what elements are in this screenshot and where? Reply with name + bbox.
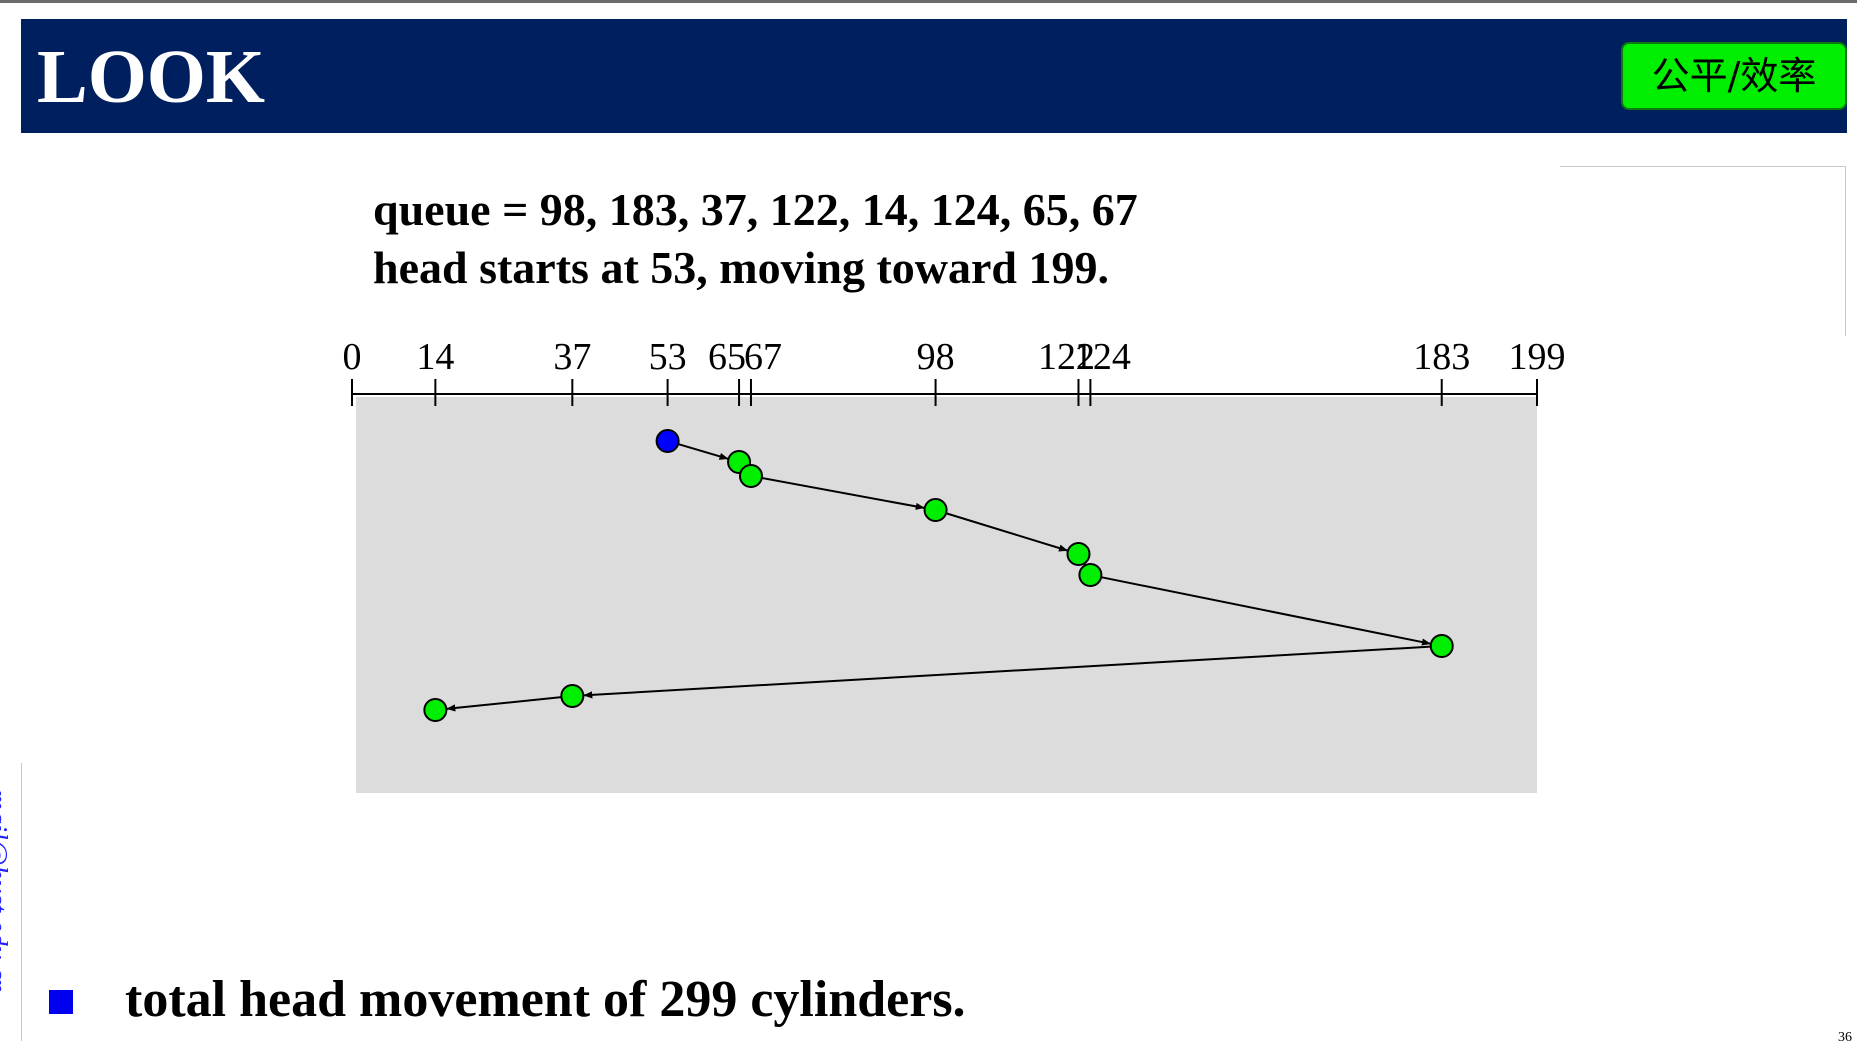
- tick-label-14: 14: [416, 336, 454, 378]
- tick-label-98: 98: [917, 336, 955, 378]
- move-arrow-124-to-183: [1100, 576, 1432, 646]
- side-email-text: mail@hust.edu.cn: [0, 790, 12, 994]
- page-number: 36: [1838, 1030, 1852, 1045]
- top-border: [0, 0, 1857, 3]
- move-arrow-67-to-98: [761, 477, 925, 510]
- tick-label-183: 183: [1413, 336, 1470, 378]
- move-arrow-98-to-122: [945, 512, 1069, 552]
- fairness-efficiency-badge: 公平/效率: [1621, 42, 1847, 110]
- move-arrow-53-to-65: [677, 443, 729, 460]
- request-node-98: [923, 498, 948, 522]
- bullet-icon: [49, 990, 73, 1014]
- total-movement-text: total head movement of 299 cylinders.: [125, 971, 966, 1028]
- request-nodes: [423, 429, 1454, 722]
- move-arrow-183-to-37: [583, 645, 1431, 699]
- tick-label-37: 37: [553, 336, 591, 378]
- tick-label-53: 53: [649, 336, 687, 378]
- tick-label-65: 65: [708, 336, 746, 378]
- tick-label-124: 124: [1074, 336, 1131, 378]
- head-start-line: head starts at 53, moving toward 199.: [373, 242, 1109, 293]
- frame-line-top: [1560, 166, 1845, 167]
- request-node-37: [560, 684, 585, 708]
- tick-label-67: 67: [744, 336, 782, 378]
- tick-label-0: 0: [343, 336, 362, 378]
- frame-line-right: [1845, 166, 1846, 336]
- frame-line-left: [21, 763, 22, 1041]
- slide-title: LOOK: [37, 35, 266, 119]
- request-node-183: [1429, 634, 1454, 658]
- plot-area: [356, 397, 1537, 793]
- head-start-node: [655, 429, 680, 453]
- title-bar: LOOK: [21, 19, 1847, 133]
- request-node-14: [423, 698, 448, 722]
- move-arrow-37-to-14: [446, 696, 562, 712]
- tick-label-122: 122: [1038, 336, 1095, 378]
- request-node-67: [738, 464, 763, 488]
- tick-label-199: 199: [1509, 336, 1566, 378]
- request-node-124: [1078, 563, 1103, 587]
- queue-line: queue = 98, 183, 37, 122, 14, 124, 65, 6…: [373, 184, 1138, 235]
- request-node-122: [1066, 542, 1091, 566]
